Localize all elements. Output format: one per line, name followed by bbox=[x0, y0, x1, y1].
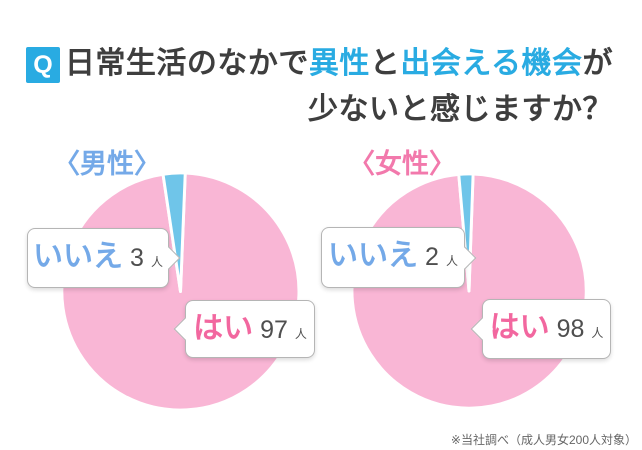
callout-count: 97 bbox=[260, 316, 288, 344]
callout-men-no: いいえ 3 人 bbox=[27, 228, 181, 288]
title-segment-highlight: 異性 bbox=[308, 47, 370, 80]
group-label-men: 〈男性〉 bbox=[53, 149, 161, 179]
pie-chart-men-svg bbox=[60, 171, 301, 412]
callout-label: はい bbox=[193, 312, 254, 345]
group-label-women: 〈女性〉 bbox=[348, 149, 456, 179]
callout-men-yes: はい 97 人 bbox=[173, 300, 315, 358]
callout-count: 3 bbox=[130, 244, 144, 272]
question-title-line2: 少ないと感じますか？ bbox=[308, 93, 613, 126]
pie-chart-women-svg bbox=[350, 172, 588, 410]
callout-unit: 人 bbox=[150, 255, 163, 269]
pie-chart-women bbox=[347, 169, 591, 413]
callout-women-no: いいえ 2 人 bbox=[321, 227, 477, 288]
callout-label: はい bbox=[489, 311, 550, 344]
question-title-line1: 日常生活のなかで異性と出会える機会が bbox=[65, 41, 613, 87]
callout-unit: 人 bbox=[591, 326, 604, 340]
question-badge-letter: Q bbox=[33, 50, 53, 79]
title-segment: が bbox=[582, 47, 613, 80]
callout-label: いいえ bbox=[33, 240, 124, 273]
survey-footnote: ※当社調べ（成人男女200人対象） bbox=[450, 433, 637, 447]
question-title: 日常生活のなかで異性と出会える機会が 少ないと感じますか？ bbox=[65, 41, 613, 133]
callout-unit: 人 bbox=[294, 327, 307, 341]
pie-slice-no bbox=[161, 171, 187, 293]
title-segment: と bbox=[369, 47, 401, 80]
callout-women-yes: はい 98 人 bbox=[470, 299, 611, 359]
question-badge: Q bbox=[26, 47, 60, 83]
callout-count: 98 bbox=[556, 315, 585, 343]
title-segment: 日常生活のなかで bbox=[64, 47, 309, 80]
pie-chart-men bbox=[57, 168, 304, 415]
callout-unit: 人 bbox=[445, 254, 458, 268]
title-segment-highlight: 出会える機会 bbox=[400, 47, 583, 80]
callout-label: いいえ bbox=[328, 239, 419, 272]
callout-count: 2 bbox=[425, 243, 439, 271]
